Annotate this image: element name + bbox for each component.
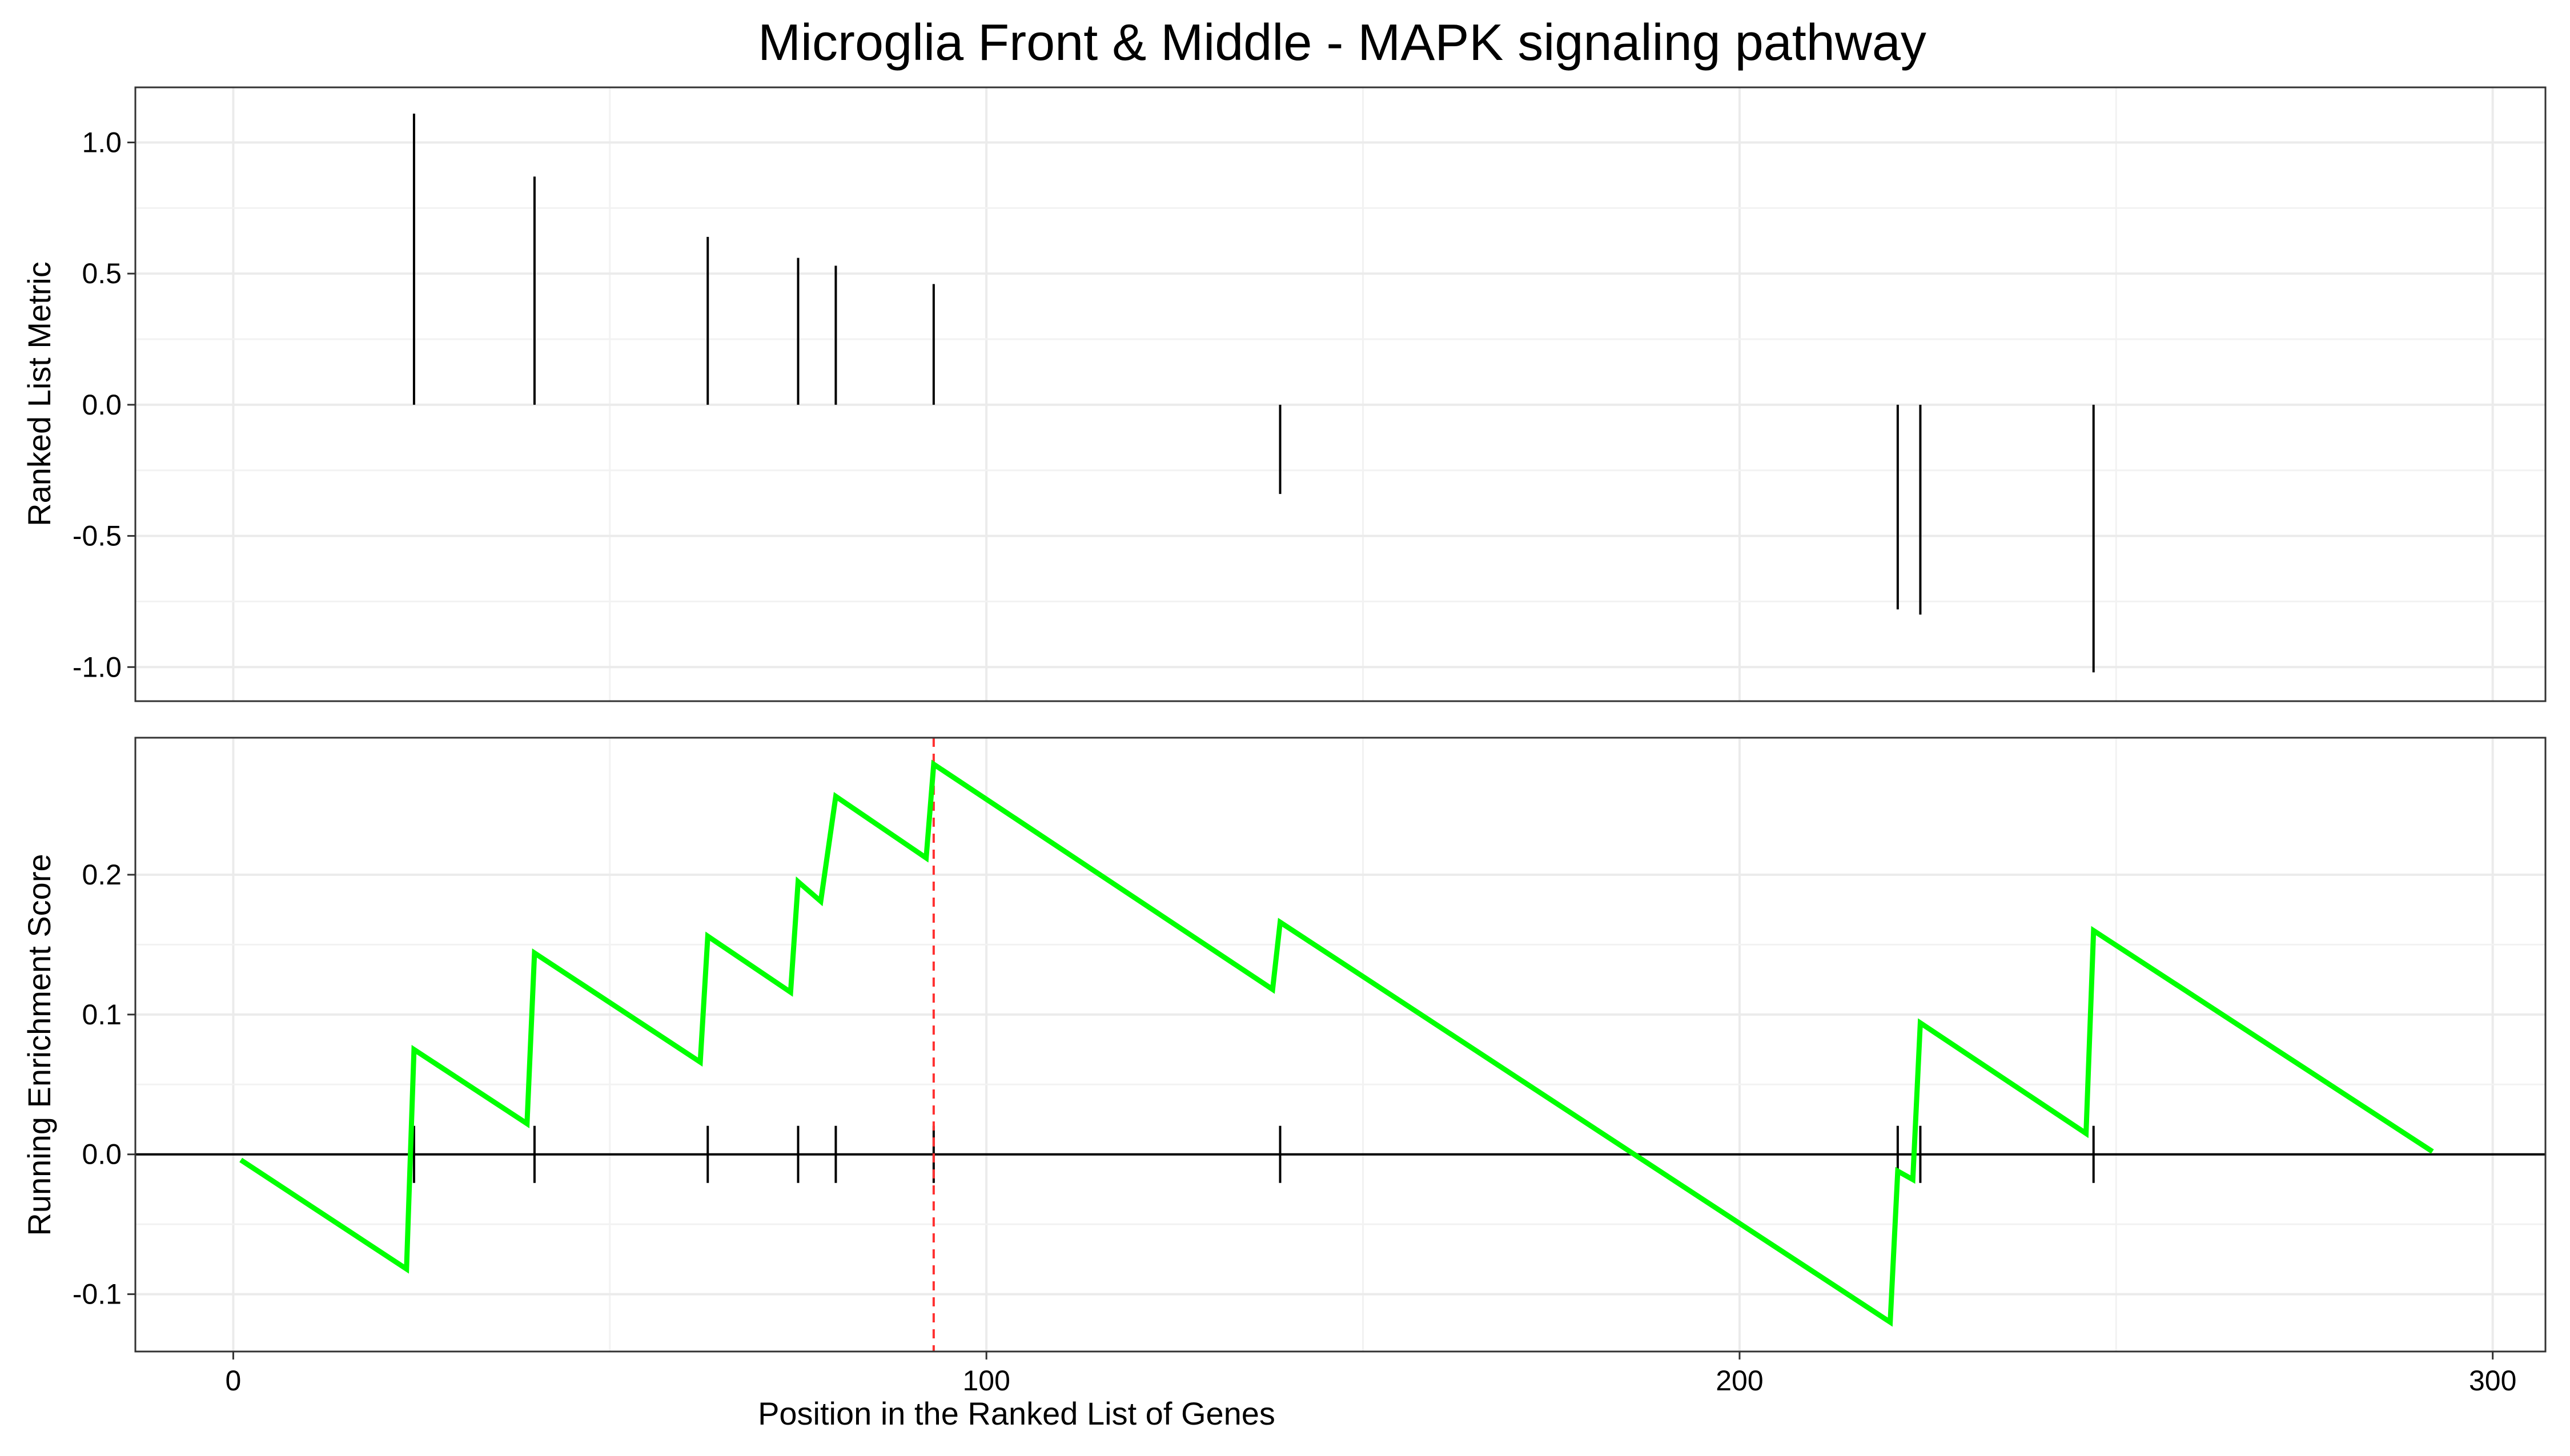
ranked-metric-y-ticks: -1.0 -0.5 0.0 0.5 1.0 [73, 126, 135, 683]
y-tick-label: 0.5 [82, 258, 122, 289]
running-enrichment-y-ticks: -0.1 0.0 0.1 0.2 [73, 859, 135, 1310]
running-enrichment-panel: -0.1 0.0 0.1 0.2 Running Enrichment Score [21, 737, 2547, 1353]
x-tick-label: 200 [1716, 1365, 1763, 1397]
running-enrichment-grid [135, 738, 2545, 1352]
running-enrichment-series [239, 759, 2434, 1327]
ranked-metric-panel: -1.0 -0.5 0.0 0.5 1.0 Ranked List Metric [21, 86, 2547, 702]
ranked-metric-grid [135, 87, 2545, 701]
y-tick-label: -0.5 [73, 520, 122, 552]
y-tick-label: 0.2 [82, 859, 122, 891]
y-tick-label: 0.1 [82, 999, 122, 1031]
y-tick-label: -0.1 [73, 1278, 122, 1310]
y-tick-label: -1.0 [73, 651, 122, 683]
ranked-metric-panel-border [134, 86, 2547, 702]
x-tick-label: 100 [962, 1365, 1010, 1397]
x-axis: 0 100 200 300 [226, 1352, 2516, 1397]
chart-title: Microglia Front & Middle - MAPK signalin… [758, 14, 1926, 71]
running-enrichment-panel-border [134, 737, 2547, 1353]
x-tick-label: 0 [226, 1365, 242, 1397]
enrichment-score-line [239, 759, 2434, 1327]
x-tick-label: 300 [2469, 1365, 2516, 1397]
y-tick-label: 0.0 [82, 1139, 122, 1171]
y-tick-label: 0.0 [82, 389, 122, 421]
y-tick-label: 1.0 [82, 126, 122, 158]
ranked-metric-bars [412, 113, 2095, 673]
ranked-metric-y-axis-title: Ranked List Metric [21, 262, 57, 526]
x-axis-title: Position in the Ranked List of Genes [758, 1395, 1275, 1431]
running-enrichment-y-axis-title: Running Enrichment Score [21, 854, 57, 1236]
